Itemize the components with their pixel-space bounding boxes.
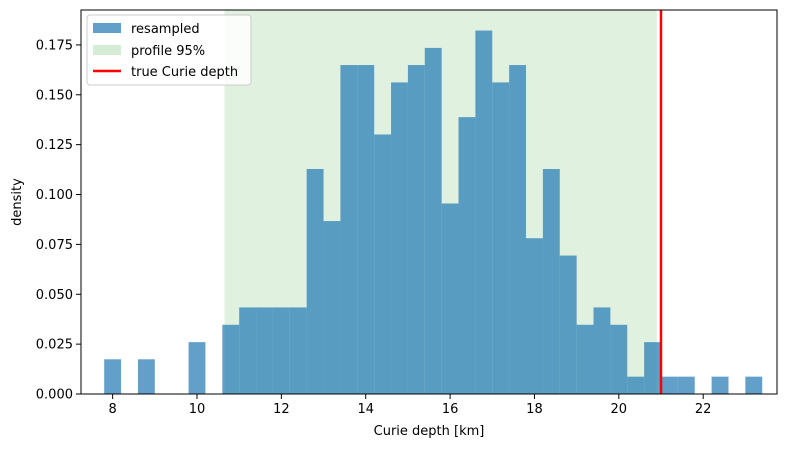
histogram-bar — [677, 376, 695, 394]
legend-label: profile 95% — [131, 44, 205, 59]
histogram-bar — [492, 82, 510, 394]
histogram-bar — [306, 168, 324, 394]
legend: resampled profile 95% true Curie depth — [86, 14, 252, 86]
histogram-bar — [576, 324, 594, 394]
y-tick-label: 0.125 — [36, 138, 73, 153]
histogram-bar — [188, 342, 206, 394]
histogram-bar — [509, 65, 527, 394]
y-tick-label: 0.150 — [36, 88, 73, 103]
x-tick-label: 20 — [611, 402, 628, 417]
histogram-bar — [526, 238, 543, 394]
y-tick-label: 0.075 — [36, 238, 73, 253]
histogram-bar — [391, 82, 408, 394]
histogram-bar — [593, 307, 611, 394]
histogram-bar — [644, 342, 661, 394]
histogram-bar — [137, 359, 155, 394]
y-tick-label: 0.175 — [36, 38, 73, 53]
histogram-bar — [323, 221, 341, 394]
y-tick-label: 0.050 — [36, 288, 73, 303]
histogram-bar — [357, 65, 375, 394]
histogram-bar — [407, 65, 425, 394]
histogram-bar — [222, 324, 240, 394]
histogram-bar — [475, 30, 493, 394]
histogram-bar — [374, 134, 392, 395]
histogram-bar — [745, 376, 763, 394]
legend-swatch-resampled — [93, 23, 121, 33]
x-tick-label: 14 — [357, 402, 374, 417]
x-tick-label: 12 — [273, 402, 290, 417]
histogram-bar — [661, 376, 678, 394]
histogram-bar — [559, 255, 577, 394]
histogram-bar — [256, 307, 273, 394]
histogram-bar — [104, 359, 122, 394]
y-tick-label: 0.025 — [36, 338, 73, 353]
x-tick-label: 18 — [526, 402, 543, 417]
x-tick-label: 22 — [695, 402, 712, 417]
x-axis-label: Curie depth [km] — [374, 424, 485, 439]
y-tick-label: 0.000 — [36, 388, 73, 403]
x-tick-label: 16 — [442, 402, 459, 417]
histogram-bar — [627, 376, 645, 394]
histogram-bar — [289, 307, 307, 394]
plot-frame — [80, 9, 778, 395]
legend-label: resampled — [131, 22, 200, 37]
histogram-bar — [272, 307, 290, 394]
histogram-bar — [424, 47, 442, 394]
y-tick-label: 0.100 — [36, 188, 73, 203]
histogram-bar — [441, 203, 459, 394]
legend-swatch-profile — [93, 45, 121, 55]
histogram-bar — [239, 307, 257, 394]
histogram-bar — [610, 324, 628, 394]
histogram-bar — [542, 168, 560, 394]
legend-box — [86, 14, 252, 86]
legend-label: true Curie depth — [131, 65, 238, 80]
histogram-bar — [711, 376, 729, 394]
bars-layer — [104, 30, 763, 395]
histogram-bar — [340, 65, 358, 394]
x-tick-label: 10 — [189, 402, 206, 417]
y-axis-label: density — [10, 178, 25, 226]
histogram-bar — [458, 117, 476, 395]
x-tick-label: 8 — [108, 402, 116, 417]
axes-layer: 8 10 12 14 16 18 20 22 0.000 0.025 0.050 0.075 0.100… — [10, 9, 778, 439]
